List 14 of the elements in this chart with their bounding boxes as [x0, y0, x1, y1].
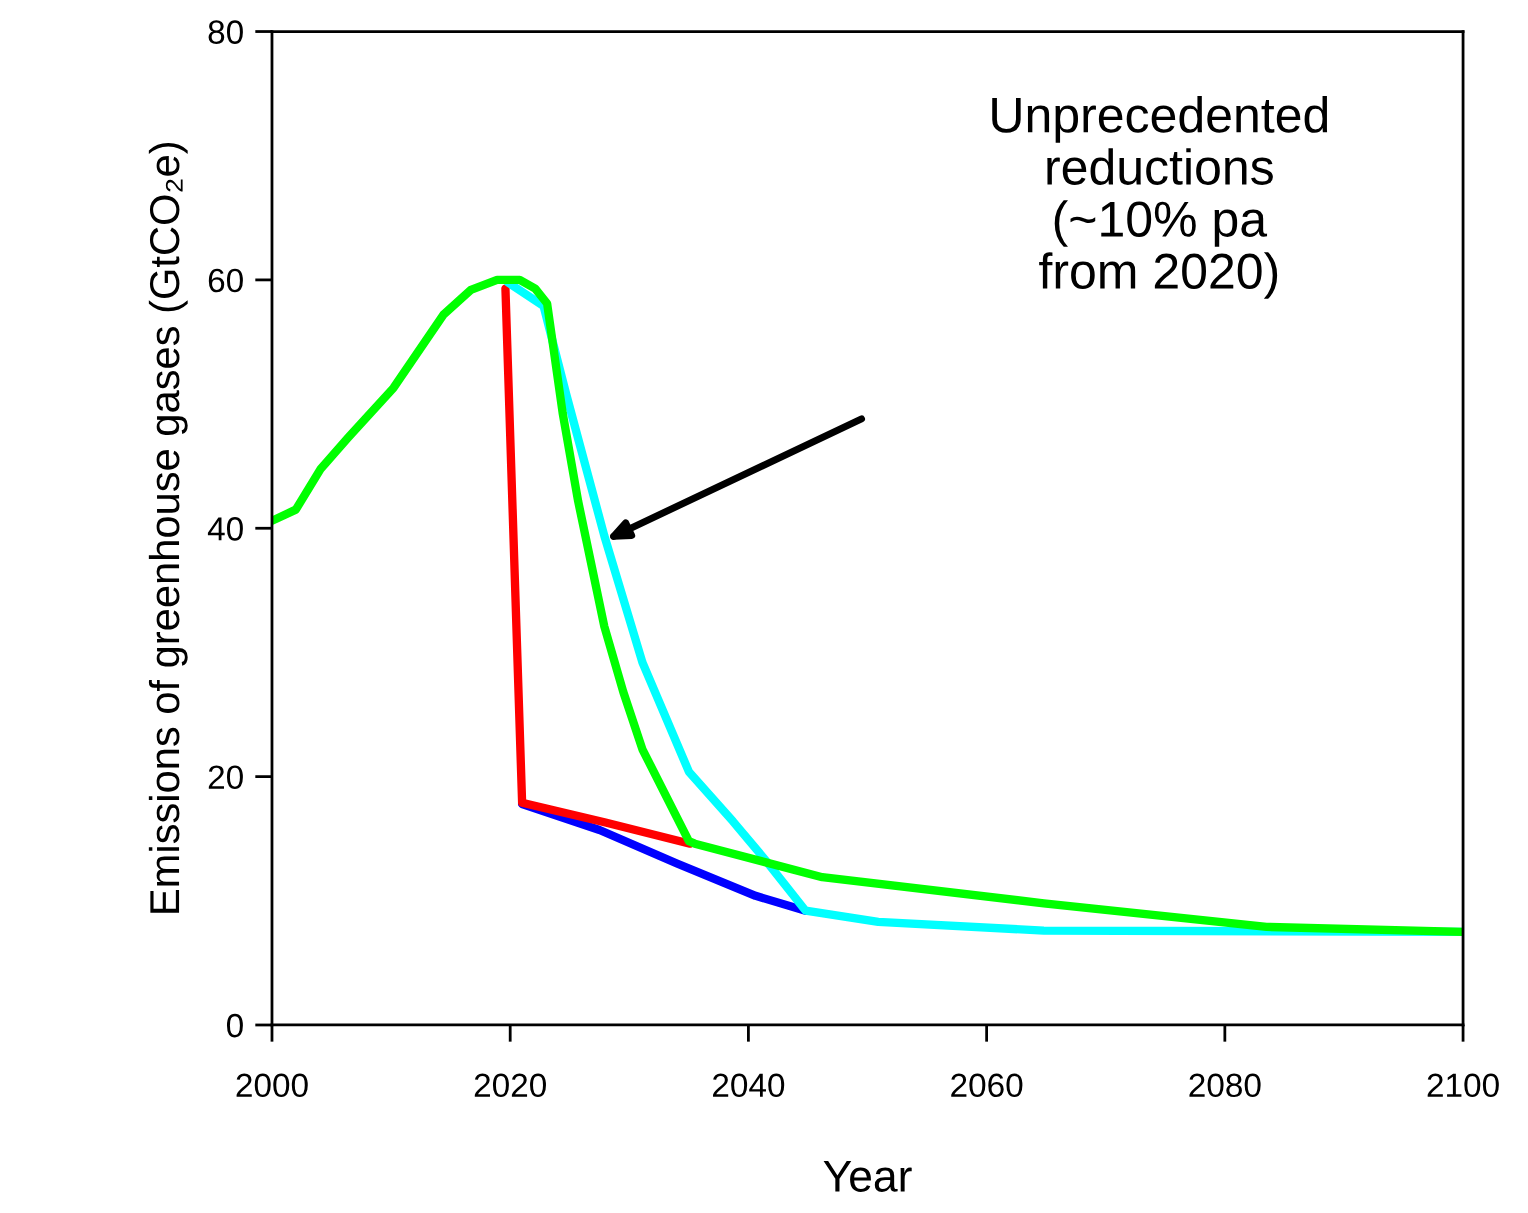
- y-tick-label: 40: [207, 517, 243, 541]
- y-tick-label: 80: [208, 20, 243, 44]
- x-tick-label: 2100: [1427, 1073, 1499, 1098]
- x-tick-label: 2000: [236, 1073, 308, 1098]
- x-tick-label: 2060: [951, 1073, 1023, 1098]
- x-tick-label: 2040: [713, 1073, 785, 1098]
- y-tick-label: 0: [226, 1013, 243, 1038]
- y-axis-title: Emissions of greenhouse gases (GtCO₂e): [148, 142, 188, 913]
- annotation: Unprecedented reductions (~10% pa from 2020): [992, 96, 1328, 299]
- x-axis-title: Year: [823, 1160, 912, 1192]
- y-tick-label: 60: [208, 268, 243, 293]
- y-tick-label: 20: [208, 765, 243, 790]
- x-tick-label: 2080: [1189, 1073, 1261, 1098]
- x-tick-label: 2020: [474, 1073, 546, 1098]
